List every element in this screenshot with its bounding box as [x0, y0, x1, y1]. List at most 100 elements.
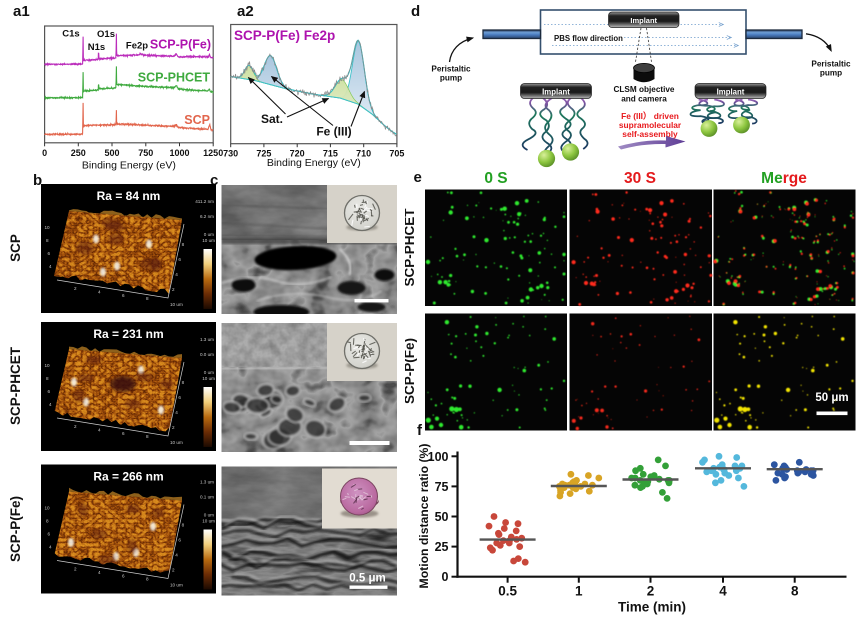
svg-text:750: 750 [138, 148, 153, 158]
svg-text:0.5: 0.5 [498, 584, 517, 599]
svg-text:Fe2p: Fe2p [126, 41, 148, 52]
svg-text:411.2 nm: 411.2 nm [195, 199, 214, 204]
svg-text:250: 250 [71, 148, 86, 158]
svg-text:4: 4 [49, 264, 52, 269]
svg-text:PBS flow direction: PBS flow direction [554, 34, 623, 43]
svg-text:8: 8 [146, 577, 149, 582]
svg-text:Binding Energy (eV): Binding Energy (eV) [267, 157, 361, 169]
svg-text:0: 0 [442, 570, 449, 584]
svg-text:6: 6 [48, 389, 51, 394]
svg-text:SCP-P(Fe) Fe2p: SCP-P(Fe) Fe2p [234, 28, 335, 43]
svg-text:6: 6 [122, 431, 125, 436]
svg-text:pump: pump [440, 74, 462, 83]
svg-text:self-assembly: self-assembly [622, 129, 678, 139]
svg-text:and camera: and camera [621, 95, 667, 104]
svg-text:Binding Energy (eV): Binding Energy (eV) [82, 160, 176, 172]
svg-text:10 um: 10 um [170, 440, 183, 445]
svg-text:1000: 1000 [169, 148, 189, 158]
svg-text:Merge: Merge [761, 170, 807, 187]
svg-text:1.3 um: 1.3 um [200, 480, 214, 485]
svg-text:2: 2 [172, 425, 175, 430]
svg-text:6: 6 [122, 293, 125, 298]
svg-text:4: 4 [175, 410, 178, 415]
svg-text:25: 25 [435, 540, 449, 554]
svg-text:2: 2 [647, 584, 655, 599]
svg-text:10 um: 10 um [170, 302, 183, 307]
svg-text:4: 4 [719, 584, 727, 599]
svg-text:0 um: 0 um [204, 370, 214, 375]
svg-text:Motion distance ratio (%): Motion distance ratio (%) [417, 444, 431, 589]
svg-text:6: 6 [178, 395, 181, 400]
svg-text:2: 2 [74, 424, 77, 429]
svg-text:Peristaltic: Peristaltic [431, 65, 471, 74]
svg-text:4: 4 [98, 427, 101, 432]
svg-text:SCP-P(Fe): SCP-P(Fe) [8, 496, 23, 562]
svg-text:50: 50 [435, 510, 449, 524]
svg-text:O1s: O1s [97, 29, 115, 40]
svg-text:725: 725 [256, 149, 271, 159]
svg-text:6: 6 [48, 251, 51, 256]
svg-text:0: 0 [42, 148, 47, 158]
svg-text:10 um: 10 um [202, 238, 215, 243]
svg-text:8: 8 [46, 238, 49, 243]
svg-text:6: 6 [122, 573, 125, 578]
svg-text:8: 8 [46, 519, 49, 524]
svg-text:4: 4 [49, 545, 52, 550]
svg-text:10: 10 [45, 225, 51, 230]
svg-text:a2: a2 [237, 3, 254, 20]
svg-text:SCP: SCP [184, 113, 210, 127]
svg-text:Fe (III） driven: Fe (III） driven [621, 111, 679, 121]
svg-text:30 S: 30 S [624, 170, 656, 187]
svg-text:10: 10 [45, 363, 51, 368]
svg-text:100: 100 [428, 450, 449, 464]
svg-text:8: 8 [146, 434, 149, 439]
svg-text:0.5 μm: 0.5 μm [349, 573, 385, 585]
svg-text:10 um: 10 um [202, 376, 215, 381]
svg-text:0 um: 0 um [204, 232, 214, 237]
svg-text:Time (min): Time (min) [618, 600, 686, 615]
svg-text:2: 2 [74, 286, 77, 291]
svg-text:2: 2 [74, 567, 77, 572]
svg-text:SCP-PHCET: SCP-PHCET [138, 71, 211, 85]
svg-text:SCP-PHCET: SCP-PHCET [405, 208, 417, 287]
svg-text:SCP-P(Fe): SCP-P(Fe) [150, 38, 211, 52]
svg-text:a1: a1 [13, 3, 30, 20]
svg-text:50 μm: 50 μm [815, 392, 848, 404]
svg-text:6.2 nm: 6.2 nm [200, 214, 214, 219]
svg-text:730: 730 [223, 149, 238, 159]
svg-text:N1s: N1s [88, 42, 105, 53]
svg-text:6: 6 [48, 532, 51, 537]
svg-text:Implant: Implant [717, 88, 745, 97]
svg-text:720: 720 [290, 149, 305, 159]
svg-text:8: 8 [791, 584, 799, 599]
svg-text:pump: pump [820, 69, 842, 78]
svg-text:supramolecular: supramolecular [619, 120, 682, 130]
svg-text:Peristaltic: Peristaltic [811, 60, 851, 69]
svg-text:4: 4 [98, 570, 101, 575]
svg-text:2: 2 [172, 568, 175, 573]
svg-text:CLSM objective: CLSM objective [614, 85, 675, 94]
svg-text:Ra = 84 nm: Ra = 84 nm [97, 189, 161, 203]
svg-text:Implant: Implant [542, 88, 570, 97]
svg-text:0 um: 0 um [204, 513, 214, 518]
svg-text:b: b [33, 172, 42, 189]
svg-text:4: 4 [175, 272, 178, 277]
svg-text:SCP: SCP [8, 234, 23, 262]
svg-text:8: 8 [46, 376, 49, 381]
svg-text:0.1 um: 0.1 um [200, 495, 214, 500]
svg-text:6: 6 [178, 257, 181, 262]
svg-text:Implant: Implant [630, 16, 657, 25]
svg-text:Sat.: Sat. [261, 112, 283, 126]
svg-text:f: f [417, 422, 423, 439]
svg-text:4: 4 [98, 289, 101, 294]
svg-text:Ra = 231 nm: Ra = 231 nm [93, 327, 163, 341]
svg-text:10: 10 [45, 506, 51, 511]
svg-text:C1s: C1s [62, 29, 79, 40]
svg-text:6: 6 [178, 538, 181, 543]
svg-text:500: 500 [104, 148, 119, 158]
svg-text:10 um: 10 um [202, 519, 215, 524]
svg-text:e: e [414, 170, 422, 186]
svg-text:Fe (III): Fe (III) [316, 125, 351, 139]
svg-text:1250: 1250 [203, 148, 223, 158]
svg-text:10 um: 10 um [170, 583, 183, 588]
